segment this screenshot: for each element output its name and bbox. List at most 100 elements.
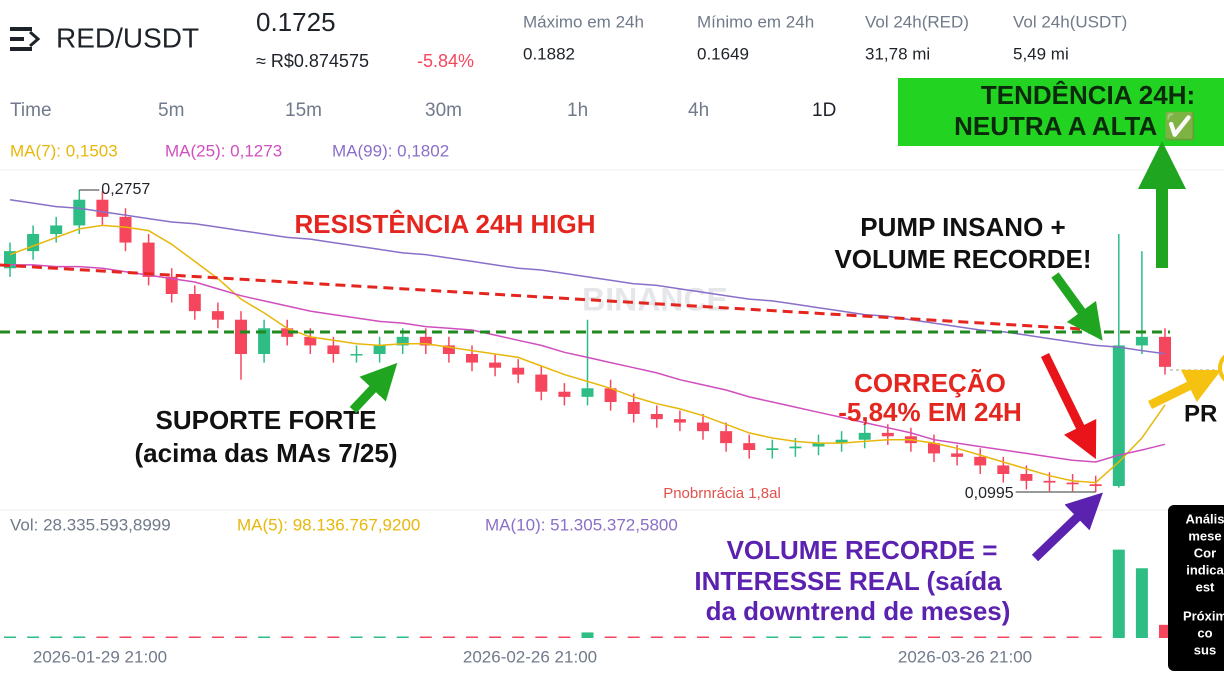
stat-value: 31,78 mi (865, 44, 930, 63)
stat-label: Mínimo em 24h (697, 12, 814, 31)
volume-bar (720, 636, 733, 638)
resistance-line (0, 263, 1101, 332)
side-note-line: Cor (1194, 545, 1216, 560)
volume-bar (881, 636, 894, 638)
arrow (349, 362, 398, 414)
ma-legend: MA(7): 0,1503 MA(25): 0,1273 MA(99): 0,180… (10, 141, 449, 160)
volume-bar (489, 636, 502, 638)
candle-body (165, 276, 178, 294)
volume-bar (581, 632, 594, 638)
timeframe-tab[interactable]: Time (10, 100, 52, 121)
volume-bar (743, 636, 756, 638)
candle-body (858, 432, 871, 440)
volume-bar (558, 636, 571, 638)
watermark: BINANCE (582, 281, 728, 317)
volume-bar (73, 636, 86, 638)
annotation: VOLUME RECORDE = (727, 535, 998, 565)
timeframe-tab[interactable]: 4h (688, 100, 709, 121)
candle-body (373, 345, 386, 354)
annotation: Pnobrnrácia 1,8al (663, 485, 781, 502)
low-label: 0,0995 (965, 485, 1014, 502)
annotation: RESISTÊNCIA 24H HIGH (295, 209, 596, 239)
volume-bar (235, 636, 247, 638)
candle-body (604, 388, 617, 402)
volume-bar (258, 636, 271, 638)
side-note-line: Anális (1185, 511, 1224, 526)
volume-bar (304, 636, 317, 638)
volume-bar (211, 636, 224, 638)
volume-bar (951, 636, 964, 638)
candle-body (1135, 336, 1148, 346)
candle-body (396, 336, 409, 346)
volume-bar (835, 636, 848, 638)
candle-body (1066, 482, 1079, 485)
candle-body (581, 388, 594, 397)
timeframe-tab[interactable]: 15m (285, 100, 322, 121)
ma-legend-item: MA(99): 0,1802 (332, 141, 449, 160)
candle-body (558, 391, 571, 397)
candle-body (928, 443, 940, 454)
candle-body (258, 328, 271, 354)
volume-bar (904, 636, 917, 638)
candles: 0,2757 0,0995 (4, 181, 1171, 502)
arrow (1148, 369, 1222, 410)
candle-body (327, 345, 340, 354)
volume-bar (1089, 636, 1102, 638)
volume-legend-item: MA(5): 98.136.767,9200 (237, 515, 420, 534)
pair[interactable]: RED/USDT (56, 22, 199, 53)
timeframe-tab[interactable]: 30m (425, 100, 462, 121)
side-note-line: co (1197, 625, 1212, 640)
candle-body (1159, 336, 1171, 367)
timeframe-tabs: Time 5m 15m 30m 1h 4h 1D (10, 100, 836, 121)
volume-bar (512, 636, 525, 638)
trend-line: NEUTRA A ALTA ✅ (954, 111, 1196, 141)
side-note-line: sus (1194, 642, 1216, 657)
candle-body (1089, 484, 1102, 486)
timeframe-tab[interactable]: 1h (567, 100, 588, 121)
candle-body (766, 448, 779, 450)
stats: Máximo em 24h 0.1882 Mínimo em 24h 0.1649 Vo… (523, 12, 1127, 63)
candle-body (142, 242, 155, 277)
volume-bar (650, 636, 663, 638)
volume-bar (997, 636, 1010, 638)
volume-bar (96, 636, 109, 638)
candle-body (489, 362, 502, 368)
candle-body (73, 199, 86, 226)
annotation: (acima das MAs 7/25) (134, 438, 397, 468)
volume-bar (188, 636, 201, 638)
candle-body (350, 354, 363, 356)
candle-body (743, 443, 756, 450)
volume-bar (419, 636, 432, 638)
volume-bar (812, 636, 825, 638)
date-label: 2026-02-26 21:00 (463, 647, 597, 666)
volume-bar (27, 636, 40, 638)
arrow (1040, 353, 1097, 460)
ma-legend-item: MA(7): 0,1503 (10, 141, 118, 160)
volume-bar (281, 636, 294, 638)
candle-body (812, 443, 825, 447)
side-note (1168, 505, 1224, 671)
timeframe-tab[interactable]: 1D (812, 100, 836, 121)
volume-bar (373, 636, 386, 638)
date-label: 2026-03-26 21:00 (898, 647, 1032, 666)
annotation: INTERESSE REAL (saída (694, 566, 1002, 596)
side-note-text: Anális mese Cor indica est Próxim co sus (1183, 511, 1224, 657)
volume-bar (1135, 568, 1148, 638)
circle-mark (1218, 354, 1224, 382)
ma-line (10, 264, 1166, 463)
volume-bar (165, 636, 178, 638)
volume-legend-item: Vol: 28.335.593,8999 (10, 515, 171, 534)
date-label: 2026-01-29 21:00 (33, 647, 167, 666)
side-note-line: Próxim (1183, 608, 1224, 623)
candle-body (951, 453, 964, 457)
volume-bar (466, 636, 478, 638)
annotation: da downtrend de meses) (706, 596, 1011, 626)
menu-icon[interactable] (10, 27, 41, 51)
annotation: PR (1184, 400, 1217, 427)
timeframe-tab[interactable]: 5m (158, 100, 184, 121)
candle-body (997, 465, 1010, 474)
price: 0.1725 (256, 7, 336, 37)
candle-body (211, 311, 224, 320)
ma-line (9, 224, 1166, 484)
candle-body (974, 456, 987, 466)
